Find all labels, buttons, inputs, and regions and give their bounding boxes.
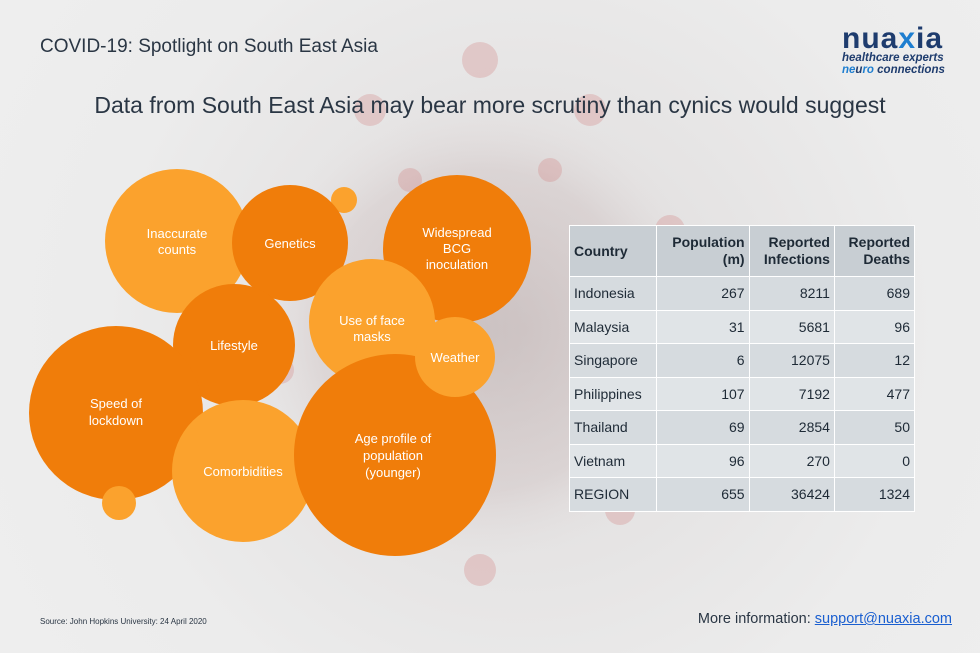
table-cell: 36424 — [748, 477, 835, 512]
bubble-inaccurate-counts: Inaccurate counts — [105, 169, 249, 313]
table-cell: 477 — [833, 376, 916, 411]
table-cell: Philippines — [568, 376, 658, 411]
bubble-lifestyle: Lifestyle — [173, 284, 295, 406]
table-cell: 96 — [833, 309, 916, 344]
bubble-label: Weather — [431, 350, 481, 365]
bubble-label: Widespread BCG inoculation — [422, 225, 491, 272]
table-header-row: Country Population (m) Reported Infections… — [568, 225, 916, 277]
table-cell: 31 — [656, 309, 750, 344]
table-cell: 655 — [656, 477, 750, 512]
table-cell: 8211 — [748, 276, 835, 311]
table-row: Vietnam 96 270 0 — [568, 443, 916, 478]
logo-tag2-d: connections — [873, 64, 945, 76]
bubble-label: Use of face masks — [339, 313, 405, 344]
more-info-label: More information: — [697, 611, 815, 627]
logo-tag2-b: u — [855, 64, 863, 76]
table-row: Indonesia 267 8211 689 — [568, 276, 916, 311]
bubble-weather: Weather — [415, 317, 495, 397]
table-cell: 107 — [656, 376, 750, 411]
logo-wordmark: nuaxia — [842, 24, 960, 54]
table-cell: 50 — [833, 410, 916, 445]
table-cell: 1324 — [833, 477, 916, 512]
bubble-speed-of-lockdown: Speed of lockdown — [29, 326, 203, 500]
logo-word-post: ia — [916, 22, 944, 55]
table-cell: Singapore — [568, 343, 658, 378]
bubble-label: Speed of lockdown — [89, 396, 143, 428]
logo-tag2-c: ro — [862, 64, 874, 76]
covid-data-table: Country Population (m) Reported Infections… — [568, 225, 916, 512]
bubble-genetics: Genetics — [232, 185, 348, 301]
bubble-label: Lifestyle — [210, 338, 258, 353]
col-header-deaths: Reported Deaths — [833, 225, 916, 277]
table-cell: 69 — [656, 410, 750, 445]
table-cell: Vietnam — [568, 443, 658, 478]
nuaxia-logo: nuaxia healthcare experts neuro connecti… — [842, 24, 960, 77]
table-row: Singapore 6 12075 12 — [568, 343, 916, 378]
table-cell: 270 — [748, 443, 835, 478]
table-cell: 0 — [833, 443, 916, 478]
page-subtitle: Data from South East Asia may bear more … — [94, 92, 886, 118]
table-cell: 12075 — [748, 343, 835, 378]
col-header-infections: Reported Infections — [748, 225, 835, 277]
table-cell: 267 — [656, 276, 750, 311]
table-cell: 12 — [833, 343, 916, 378]
table-row: Malaysia 31 5681 96 — [568, 309, 916, 344]
table-cell: Indonesia — [568, 276, 658, 311]
logo-tagline-2: neuro connections — [842, 64, 960, 76]
table-cell: REGION — [568, 477, 658, 512]
table-row: Thailand 69 2854 50 — [568, 410, 916, 445]
bubble-face-masks: Use of face masks — [309, 259, 435, 385]
col-header-country: Country — [568, 225, 658, 277]
table-row: REGION 655 36424 1324 — [568, 477, 916, 512]
logo-tag2-a: ne — [842, 64, 856, 76]
table-cell: 5681 — [748, 309, 835, 344]
table-cell: 2854 — [748, 410, 835, 445]
bubble-age-profile: Age profile of population (younger) — [294, 354, 496, 556]
logo-word-accent: x — [898, 22, 917, 55]
logo-word-pre: nua — [842, 22, 899, 55]
source-note: Source: John Hopkins University: 24 Apri… — [40, 617, 207, 626]
bubble-label: Genetics — [264, 236, 316, 251]
table-body: Indonesia 267 8211 689 Malaysia 31 5681 96 Singa… — [568, 276, 916, 512]
more-info: More information: support@nuaxia.com — [698, 611, 952, 627]
header-title: COVID-19: Spotlight on South East Asia — [40, 36, 378, 57]
bubble-label: Comorbidities — [203, 464, 283, 479]
table-cell: 96 — [656, 443, 750, 478]
bubble-label: Inaccurate counts — [147, 226, 208, 257]
table-cell: 689 — [833, 276, 916, 311]
table-cell: 6 — [656, 343, 750, 378]
col-header-population: Population (m) — [656, 225, 750, 277]
table-cell: Malaysia — [568, 309, 658, 344]
decorative-dot-top — [331, 187, 357, 213]
decorative-dot-bottom — [102, 486, 136, 520]
support-email-link[interactable]: support@nuaxia.com — [814, 611, 952, 627]
bubble-comorbidities: Comorbidities — [172, 400, 314, 542]
table-row: Philippines 107 7192 477 — [568, 376, 916, 411]
table-cell: 7192 — [748, 376, 835, 411]
bubble-label: Age profile of population (younger) — [355, 431, 432, 480]
logo-tagline-1: healthcare experts — [842, 52, 944, 64]
table-cell: Thailand — [568, 410, 658, 445]
